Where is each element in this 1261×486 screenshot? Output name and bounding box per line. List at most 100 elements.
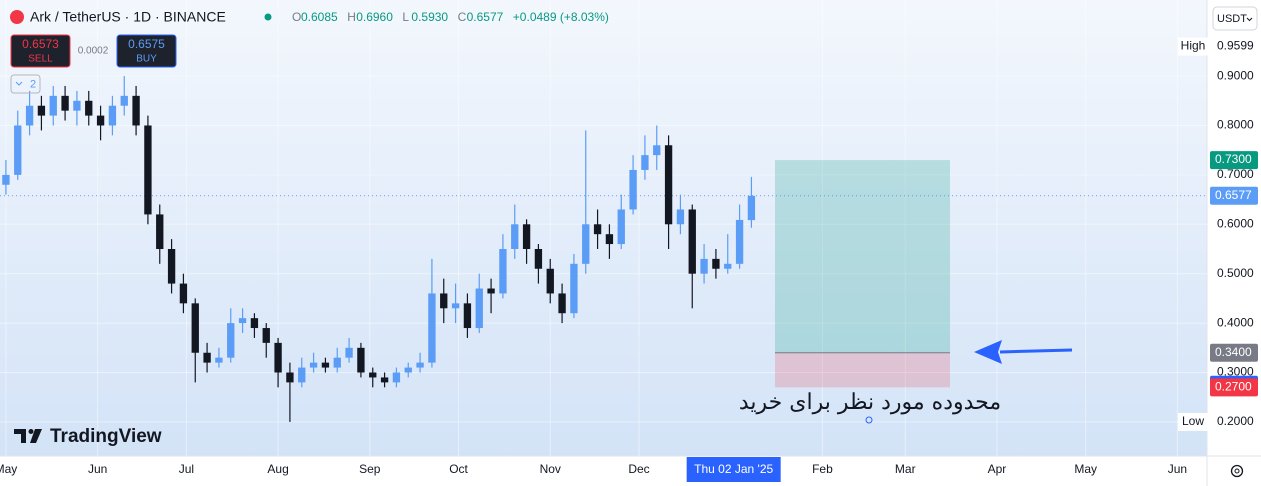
candle-body (96, 115, 105, 126)
price-badge-label: 0.6577 (1215, 188, 1252, 202)
currency-button[interactable] (1212, 6, 1258, 31)
candle-body (215, 357, 223, 363)
candle-body (747, 195, 756, 221)
x-tick-label: Jun (88, 462, 107, 476)
time-axis-background (0, 456, 1207, 486)
candle-body (227, 323, 235, 358)
ohlc-value: 0.6960 (356, 10, 393, 24)
candle-body (369, 372, 377, 378)
ohlc-value: 0.6085 (301, 10, 338, 24)
logo-glyph (28, 429, 34, 434)
sell-label[interactable]: SELL (28, 54, 53, 65)
ohlc-legend: O 0.6085 H 0.6960 L 0.5930 C 0.6577 +0.0489 (+8.… (292, 10, 609, 24)
price-badge-label: 0.2700 (1215, 380, 1252, 394)
stop-zone (775, 352, 950, 388)
symbol-icon (10, 10, 24, 24)
price-badge-label: 0.9599 (1217, 39, 1254, 53)
sell-button[interactable] (10, 34, 71, 68)
candle-body (85, 100, 93, 116)
candle-body (641, 155, 649, 170)
ohlc-key: H (347, 10, 356, 24)
logo-text: TradingView (50, 426, 162, 447)
indicators-toggle[interactable] (10, 74, 41, 94)
y-tick-label: 0.4000 (1217, 315, 1254, 329)
candle-body (605, 234, 614, 245)
x-tick-label: Nov (540, 462, 561, 476)
candle-body (298, 367, 306, 383)
candle-body (664, 145, 673, 225)
x-tick-label: Sep (359, 462, 381, 476)
price-badge (1210, 37, 1258, 56)
plot-background (0, 0, 1207, 456)
candle-body (475, 288, 483, 329)
price-badge-label: 0.3400 (1215, 345, 1252, 359)
candle-body (345, 347, 353, 358)
candle-body (144, 125, 152, 215)
x-tick-label: Aug (267, 462, 288, 476)
candle-body (380, 377, 389, 383)
currency-label[interactable]: USDT (1217, 13, 1247, 25)
candle-body (724, 263, 732, 269)
candle-body (61, 95, 69, 111)
candle-body (629, 169, 637, 210)
y-tick-label: 0.3000 (1217, 365, 1254, 379)
price-axis-background (1207, 0, 1261, 486)
candle-body (274, 342, 282, 373)
logo-glyph (14, 429, 26, 443)
badge-name: High (1181, 39, 1206, 53)
candle-body (546, 268, 554, 294)
x-tick-label: Oct (449, 462, 468, 476)
x-tick-label: Jul (179, 462, 194, 476)
arrow-head (974, 340, 1002, 364)
candle-body (25, 105, 34, 126)
arrow-shaft (999, 348, 1073, 354)
badge-name-bg (1178, 412, 1208, 431)
anchor-handle[interactable] (865, 416, 873, 424)
buy-label[interactable]: BUY (136, 54, 157, 65)
candle-body (534, 248, 543, 269)
candle-body (487, 288, 495, 294)
price-badge (1210, 186, 1258, 205)
candle-body (167, 248, 176, 284)
candle-body (333, 357, 341, 368)
sell-price[interactable]: 0.6573 (22, 37, 59, 51)
crosshair-label-bg (686, 457, 781, 482)
buy-price[interactable]: 0.6575 (128, 37, 165, 51)
candles (2, 76, 756, 422)
target-zone (775, 160, 950, 353)
grid (0, 0, 1207, 456)
buy-button[interactable] (116, 34, 177, 68)
candle-body (688, 209, 696, 274)
candle-body (440, 293, 448, 309)
candle-body (357, 347, 365, 373)
candle-body (2, 174, 10, 185)
candle-body (179, 283, 188, 304)
overlay: Ark / TetherUS · 1D · BINANCE O 0.6085 H 0.… (10, 6, 1258, 478)
candle-body (250, 318, 259, 329)
badge-name: Low (1182, 414, 1204, 428)
drawings (0, 160, 1207, 388)
candle-body (558, 293, 566, 314)
candle-body (309, 362, 318, 368)
candle-body (49, 95, 57, 116)
y-tick-label: 0.7000 (1217, 167, 1254, 181)
candle-body (238, 318, 247, 324)
x-tick-label: Apr (988, 462, 1007, 476)
price-badge (1210, 378, 1258, 397)
indicators-count[interactable]: 2 (30, 78, 36, 90)
x-tick-label: Feb (812, 462, 833, 476)
candle-body (120, 95, 128, 106)
price-badge (1210, 412, 1258, 431)
candle-body (582, 224, 590, 264)
badge-name-bg (1178, 37, 1208, 56)
y-tick-label: 0.9000 (1217, 68, 1254, 82)
crosshair-label: Thu 02 Jan '25 (694, 462, 773, 476)
candle-body (132, 95, 140, 126)
candle-body (428, 293, 436, 363)
candle-body (653, 145, 661, 156)
candle-body (73, 100, 81, 111)
settings-icon[interactable] (1230, 464, 1244, 478)
tradingview-logo: TradingView (14, 426, 162, 447)
